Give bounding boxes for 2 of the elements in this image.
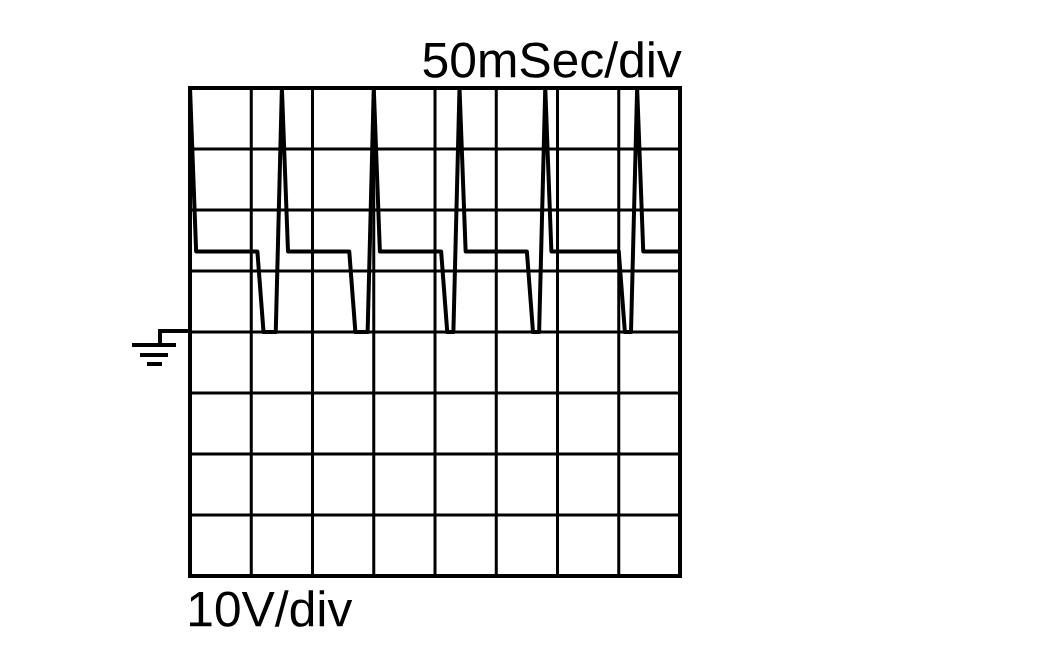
text: 50mSec/div <box>423 41 682 78</box>
text: 10V/div <box>190 590 353 627</box>
